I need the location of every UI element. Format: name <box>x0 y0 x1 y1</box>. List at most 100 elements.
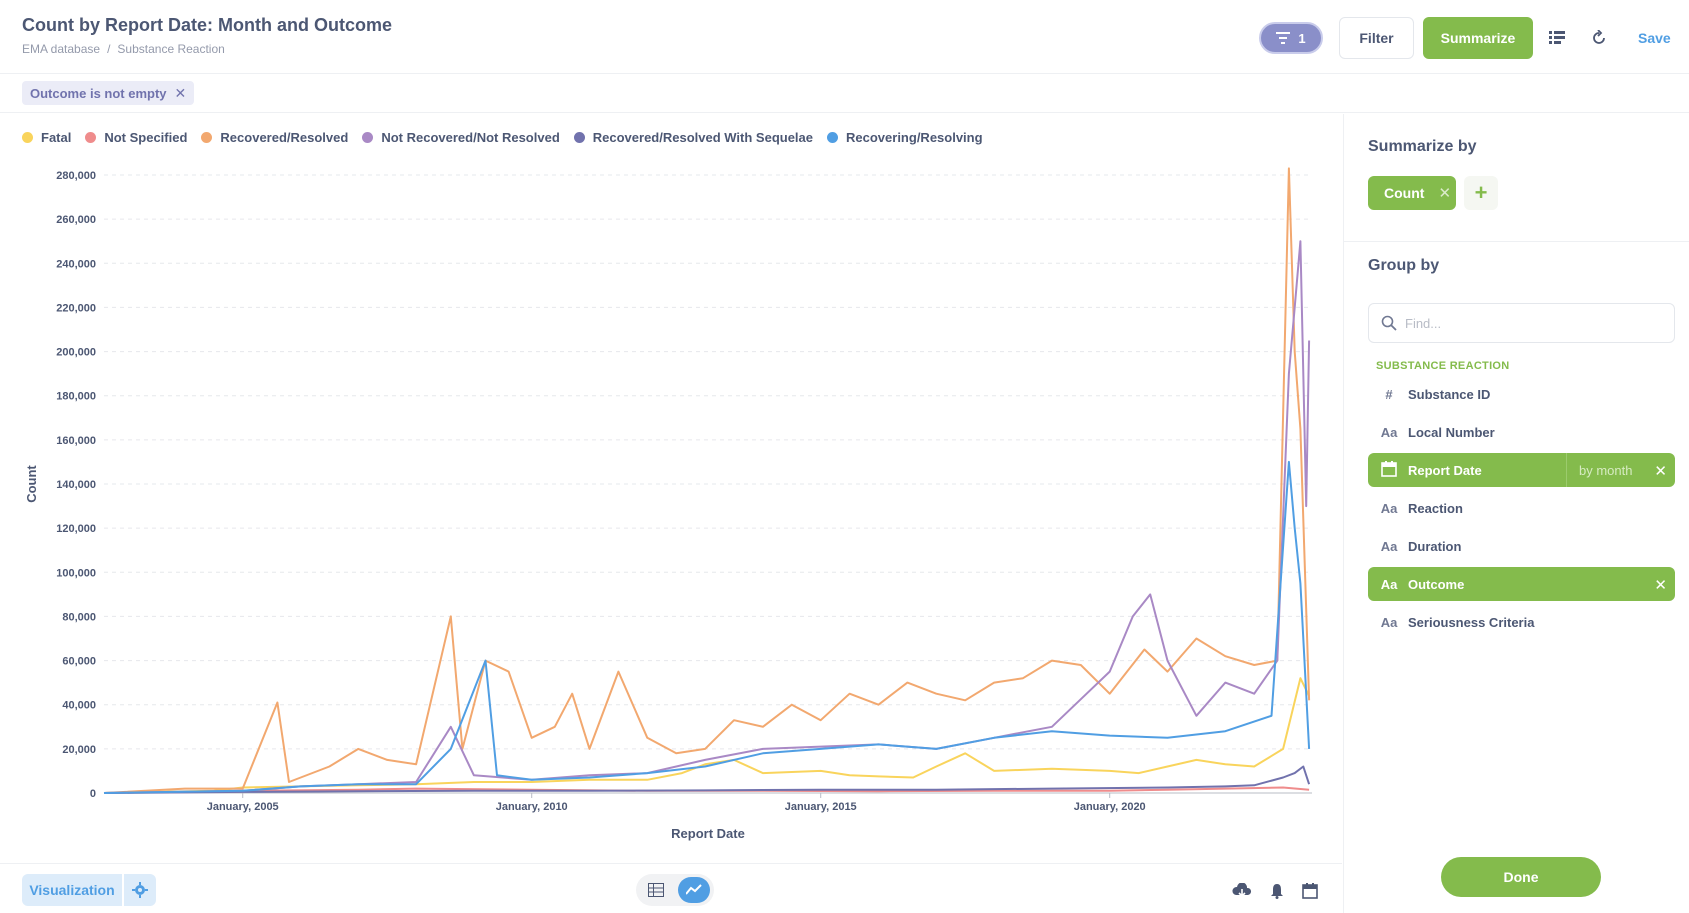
x-tick-label: January, 2015 <box>785 801 857 813</box>
y-tick-label: 20,000 <box>62 744 96 756</box>
find-placeholder: Find... <box>1405 315 1442 331</box>
metric-pill-count[interactable]: Count ✕ <box>1368 176 1456 210</box>
filter-pill-label: Outcome is not empty <box>30 85 167 101</box>
visualization-button[interactable]: Visualization <box>22 874 122 906</box>
section-label: SUBSTANCE REACTION <box>1376 360 1510 372</box>
group-field-outcome[interactable]: Aa Outcome ✕ <box>1368 567 1675 601</box>
series-line-recovering-resolving <box>103 460 1311 794</box>
text-type-icon: Aa <box>1380 614 1398 630</box>
legend-item[interactable]: Recovered/Resolved <box>201 130 348 145</box>
y-tick-label: 160,000 <box>56 435 96 447</box>
chart-legend: Fatal Not Specified Recovered/Resolved Not … <box>22 130 983 145</box>
legend-item[interactable]: Not Specified <box>85 130 187 145</box>
chart-view-icon[interactable] <box>678 877 710 903</box>
field-name: Substance ID <box>1408 386 1491 402</box>
filter-bar: Outcome is not empty ✕ <box>0 75 1689 113</box>
close-icon[interactable]: ✕ <box>1438 185 1452 202</box>
text-type-icon: Aa <box>1380 538 1398 554</box>
y-tick-label: 100,000 <box>56 567 96 579</box>
close-icon[interactable]: ✕ <box>1654 577 1667 594</box>
group-field-substance-id[interactable]: # Substance ID <box>1368 377 1675 411</box>
divider <box>1344 241 1689 242</box>
field-name: Reaction <box>1408 500 1463 516</box>
group-field-report-date[interactable]: Report Date by month ✕ <box>1368 453 1675 487</box>
field-name: Local Number <box>1408 424 1495 440</box>
chart-area: 0 20,000 40,000 60,000 80,000 100,000 120,000 1… <box>0 114 1342 863</box>
x-tick-label: January, 2010 <box>496 801 568 813</box>
search-icon <box>1381 315 1397 331</box>
summarize-button[interactable]: Summarize <box>1423 17 1533 59</box>
legend-label: Recovering/Resolving <box>846 130 983 145</box>
notebook-list-icon[interactable] <box>1545 26 1569 50</box>
legend-label: Not Recovered/Not Resolved <box>381 130 560 145</box>
add-metric-button[interactable]: + <box>1464 176 1498 210</box>
legend-dot <box>201 132 213 143</box>
breadcrumb-table[interactable]: Substance Reaction <box>117 42 225 56</box>
metric-label: Count <box>1384 185 1425 201</box>
text-type-icon: Aa <box>1380 424 1398 440</box>
y-tick-label: 120,000 <box>56 523 96 535</box>
legend-item[interactable]: Not Recovered/Not Resolved <box>362 130 560 145</box>
summarize-by-heading: Summarize by <box>1368 138 1477 155</box>
group-field-reaction[interactable]: Aa Reaction <box>1368 491 1675 525</box>
group-field-duration[interactable]: Aa Duration <box>1368 529 1675 563</box>
group-by-heading: Group by <box>1368 257 1440 274</box>
x-tick-label: January, 2020 <box>1074 801 1146 813</box>
bell-icon[interactable] <box>1266 880 1288 902</box>
field-name: Seriousness Criteria <box>1408 614 1535 630</box>
series-line-fatal <box>103 677 1310 794</box>
legend-dot <box>85 132 97 143</box>
y-tick-label: 60,000 <box>62 656 96 668</box>
text-type-icon: Aa <box>1380 576 1398 592</box>
legend-item[interactable]: Recovered/Resolved With Sequelae <box>573 130 814 145</box>
y-axis-label: Count <box>24 465 39 503</box>
close-icon[interactable]: ✕ <box>1654 463 1667 480</box>
y-tick-label: 0 <box>90 788 96 800</box>
series-line-recovered-resolved <box>103 167 1311 794</box>
y-tick-label: 220,000 <box>56 302 96 314</box>
close-icon[interactable]: ✕ <box>174 84 187 101</box>
page-title: Count by Report Date: Month and Outcome <box>22 15 392 35</box>
calendar-icon[interactable] <box>1299 880 1321 902</box>
series-line-recovered-resolved-with-sequelae <box>103 765 1311 794</box>
legend-item[interactable]: Fatal <box>22 130 71 145</box>
query-footer: Visualization <box>0 863 1342 913</box>
group-field-local-number[interactable]: Aa Local Number <box>1368 415 1675 449</box>
x-axis-label: Report Date <box>671 826 745 841</box>
y-tick-label: 280,000 <box>56 170 96 182</box>
calendar-icon <box>1376 460 1402 480</box>
series-line-not-recovered-not-resolved <box>103 240 1311 794</box>
breadcrumb-database[interactable]: EMA database <box>22 42 101 56</box>
legend-label: Recovered/Resolved With Sequelae <box>592 130 814 145</box>
text-type-icon: Aa <box>1380 500 1398 516</box>
line-chart: 0 20,000 40,000 60,000 80,000 100,000 120,000 1… <box>24 167 1312 841</box>
legend-label: Fatal <box>41 130 72 145</box>
download-icon[interactable] <box>1231 880 1253 902</box>
gear-icon[interactable] <box>124 874 156 906</box>
save-button[interactable]: Save <box>1638 30 1671 46</box>
filter-icon <box>1276 32 1291 44</box>
filter-count-badge[interactable]: 1 <box>1259 22 1323 54</box>
field-name: Outcome <box>1408 576 1465 592</box>
y-tick-label: 180,000 <box>56 391 96 403</box>
y-tick-label: 40,000 <box>62 700 96 712</box>
field-name: Report Date <box>1408 462 1482 478</box>
y-tick-label: 240,000 <box>56 258 96 270</box>
view-toggle <box>636 874 714 906</box>
filter-button[interactable]: Filter <box>1339 17 1414 59</box>
group-field-seriousness-criteria[interactable]: Aa Seriousness Criteria <box>1368 605 1675 639</box>
y-tick-label: 260,000 <box>56 214 96 226</box>
y-tick-label: 140,000 <box>56 479 96 491</box>
breadcrumb: EMA database / Substance Reaction <box>22 42 225 56</box>
find-field[interactable]: Find... <box>1368 303 1675 343</box>
y-tick-label: 200,000 <box>56 347 96 359</box>
legend-item[interactable]: Recovering/Resolving <box>827 130 983 145</box>
table-view-icon[interactable] <box>640 877 672 903</box>
filter-pill-outcome[interactable]: Outcome is not empty ✕ <box>22 81 195 105</box>
field-name: Duration <box>1408 538 1462 554</box>
y-tick-label: 80,000 <box>62 611 96 623</box>
temporal-bucket[interactable]: by month <box>1566 453 1646 487</box>
refresh-icon[interactable] <box>1587 26 1611 50</box>
x-tick-label: January, 2005 <box>207 801 279 813</box>
done-button[interactable]: Done <box>1441 857 1601 897</box>
